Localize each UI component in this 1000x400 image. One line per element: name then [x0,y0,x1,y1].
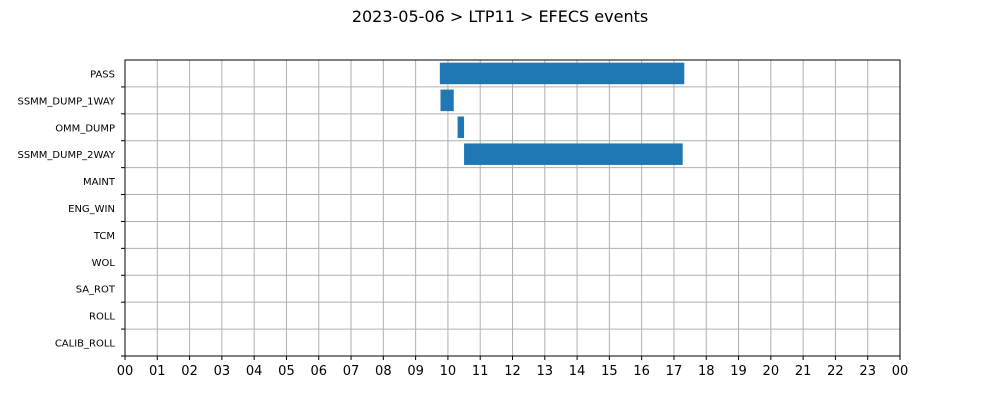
x-tick-label: 23 [859,364,876,379]
y-tick-label-ssmm-dump-1way: SSMM_DUMP_1WAY [17,96,115,107]
y-tick-label-eng-win: ENG_WIN [68,204,115,215]
x-tick-label: 02 [181,364,198,379]
chart-title: 2023-05-06 > LTP11 > EFECS events [352,7,648,26]
y-tick-label-roll: ROLL [89,312,115,323]
x-tick-label: 15 [601,364,618,379]
grid-lines [124,60,901,356]
x-tick-label: 10 [440,364,457,379]
y-tick-label-maint: MAINT [83,177,116,188]
x-tick-label: 03 [214,364,231,379]
x-tick-label: 19 [730,364,747,379]
bar-ssmm-dump-1way [440,89,454,112]
event-bars [439,62,685,165]
x-tick-label: 11 [472,364,489,379]
x-tick-label: 07 [343,364,360,379]
x-tick-label: 06 [310,364,327,379]
bar-ssmm-dump-2way [464,143,683,165]
x-tick-label: 05 [278,364,295,379]
y-tick-label-tcm: TCM [93,231,115,242]
x-tick-label: 04 [246,364,263,379]
x-tick-label: 18 [698,364,715,379]
y-tick-label-omm-dump: OMM_DUMP [55,123,115,134]
x-tick-label: 08 [375,364,392,379]
y-tick-label-pass: PASS [90,69,115,80]
x-tick-label: 22 [827,364,844,379]
x-axis-ticks: 00 01 02 03 04 05 06 07 08 09 10 11 12 13 14 15 16 17 18 19… [117,356,909,379]
x-tick-label: 12 [504,364,521,379]
bar-omm-dump [457,116,465,139]
x-tick-label: 16 [633,364,650,379]
x-tick-label: 00 [117,364,134,379]
x-tick-label: 17 [666,364,683,379]
x-tick-label: 14 [569,364,586,379]
y-tick-label-ssmm-dump-2way: SSMM_DUMP_2WAY [17,150,115,161]
bar-pass [439,62,685,85]
x-tick-label: 21 [795,364,812,379]
y-tick-label-sa-rot: SA_ROT [76,285,116,296]
x-tick-label: 09 [407,364,424,379]
x-tick-label: 20 [763,364,780,379]
y-tick-label-wol: WOL [92,258,116,269]
x-tick-label: 01 [149,364,166,379]
x-tick-label: 13 [537,364,554,379]
y-axis-ticks: PASS SSMM_DUMP_1WAY OMM_DUMP SSMM_DUMP_2WAY… [17,69,125,357]
y-tick-label-calib-roll: CALIB_ROLL [55,339,116,350]
x-tick-label: 00 [892,364,909,379]
